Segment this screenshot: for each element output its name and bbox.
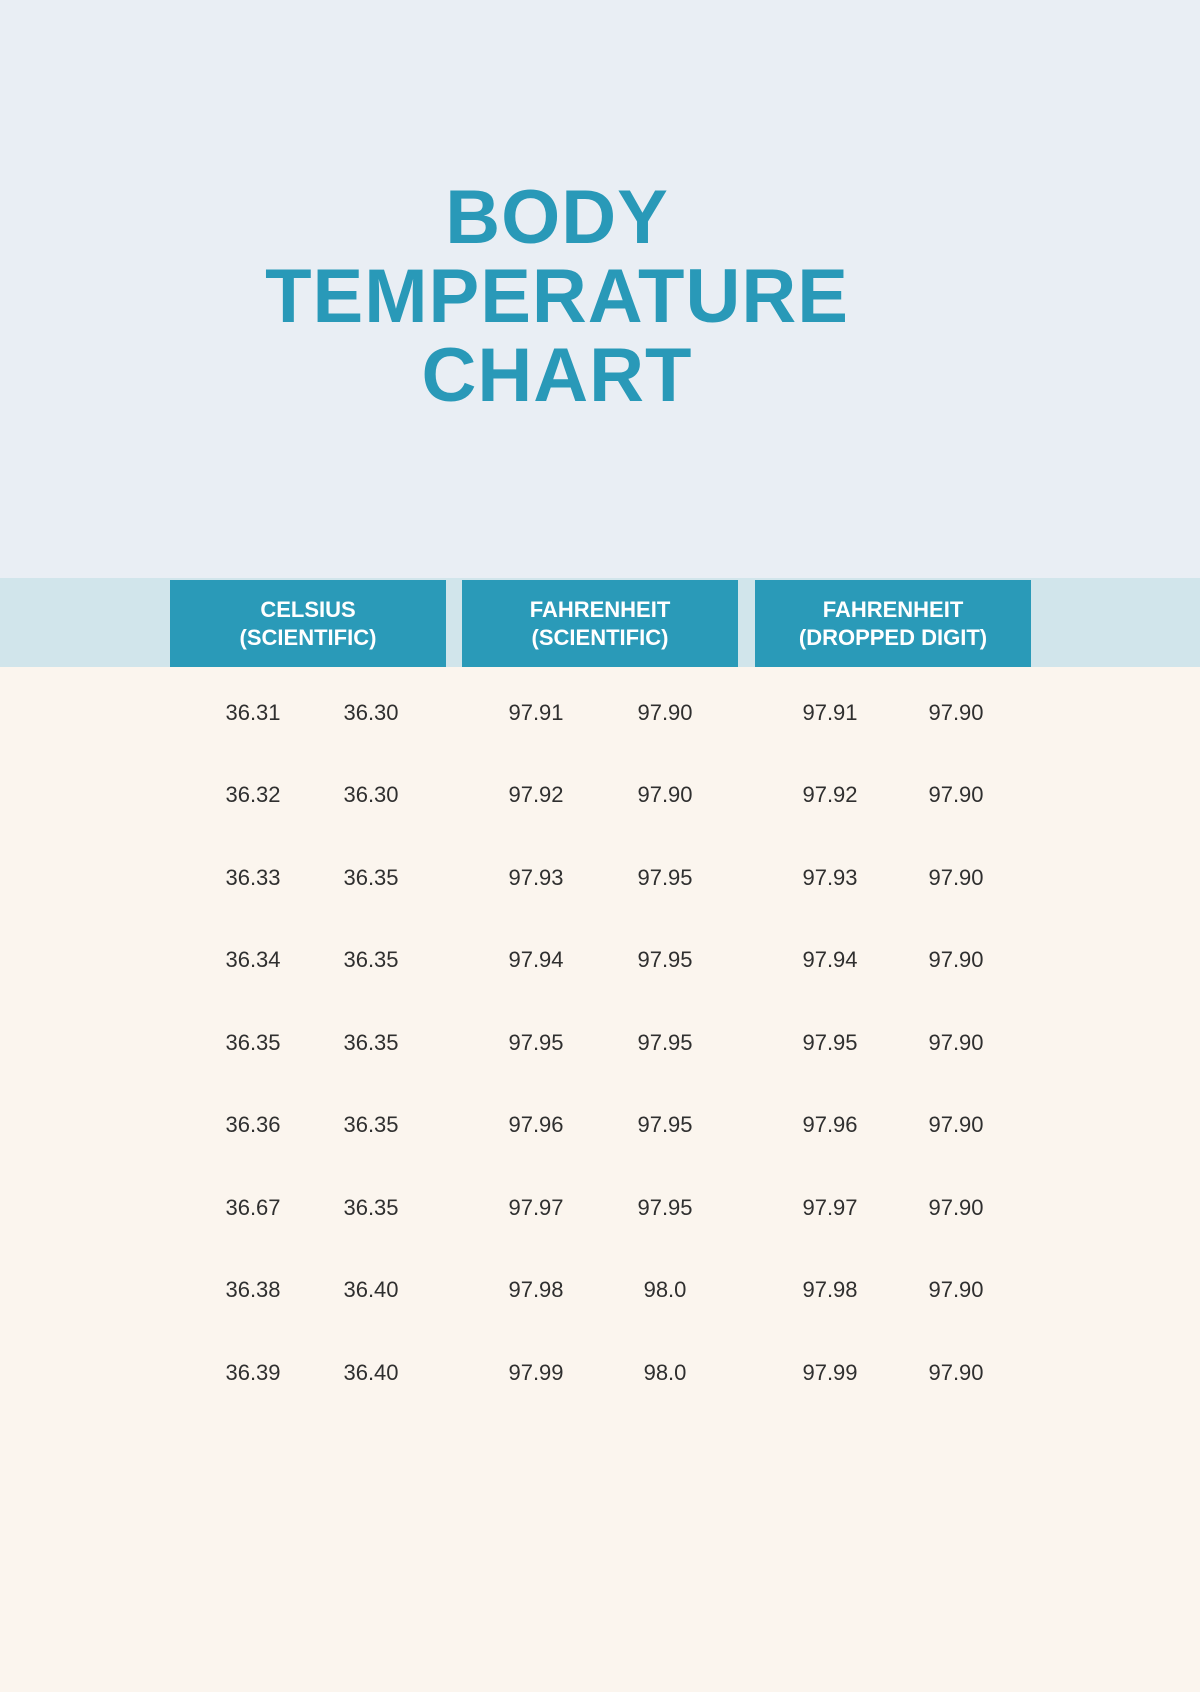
- table-cell: 97.95: [802, 1030, 858, 1055]
- table-cell: 97.95: [637, 1030, 693, 1055]
- table-cell: 36.32: [225, 782, 281, 807]
- table-cell: 97.95: [637, 865, 693, 890]
- table-cell: 97.96: [802, 1112, 858, 1137]
- table-cell: 36.38: [225, 1277, 281, 1302]
- table-cell: 97.95: [637, 1112, 693, 1137]
- table-row: 36.38 36.40 97.98 98.0 97.98 97.90: [0, 1249, 1200, 1331]
- column-header-label-line2: (SCIENTIFIC): [239, 624, 377, 650]
- table-cell: 97.98: [508, 1277, 564, 1302]
- table-cell: 97.93: [508, 865, 564, 890]
- table-cell: 97.90: [928, 947, 984, 972]
- table-cell: 36.35: [343, 1030, 399, 1055]
- table-cell: 97.91: [802, 700, 858, 725]
- table-row: 36.35 36.35 97.95 97.95 97.95 97.90: [0, 1002, 1200, 1084]
- column-header-label-line2: (DROPPED DIGIT): [798, 624, 988, 650]
- table-cell: 97.98: [802, 1277, 858, 1302]
- table-cell: 36.33: [225, 865, 281, 890]
- table-cell: 97.90: [637, 782, 693, 807]
- table-cell: 97.95: [637, 947, 693, 972]
- table-row: 36.32 36.30 97.92 97.90 97.92 97.90: [0, 754, 1200, 836]
- table-cell: 97.90: [637, 700, 693, 725]
- table-cell: 36.35: [343, 865, 399, 890]
- table-cell: 97.95: [508, 1030, 564, 1055]
- table-cell: 97.90: [928, 1277, 984, 1302]
- table-cell: 97.94: [508, 947, 564, 972]
- table-cell: 36.30: [343, 700, 399, 725]
- table-cell: 36.40: [343, 1277, 399, 1302]
- table-cell: 36.39: [225, 1360, 281, 1385]
- column-header-label-line1: CELSIUS: [260, 596, 356, 622]
- table-cell: 97.90: [928, 782, 984, 807]
- table-cell: 36.35: [343, 1195, 399, 1220]
- column-header-label-line1: FAHRENHEIT: [822, 596, 964, 622]
- table-cell: 97.90: [928, 700, 984, 725]
- table-cell: 97.92: [802, 782, 858, 807]
- table-cell: 97.91: [508, 700, 564, 725]
- table-cell: 97.97: [802, 1195, 858, 1220]
- table-row: 36.33 36.35 97.93 97.95 97.93 97.90: [0, 837, 1200, 919]
- table-cell: 97.93: [802, 865, 858, 890]
- table-cell: 36.35: [225, 1030, 281, 1055]
- table-cell: 36.40: [343, 1360, 399, 1385]
- column-header-fahrenheit-dropped-digit: FAHRENHEIT (DROPPED DIGIT): [755, 580, 1031, 667]
- table-cell: 36.31: [225, 700, 281, 725]
- page-title-line-3: CHART: [421, 333, 693, 418]
- table-row: 36.67 36.35 97.97 97.95 97.97 97.90: [0, 1167, 1200, 1249]
- page-title-line-2: TEMPERATURE: [265, 254, 849, 339]
- table-cell: 97.94: [802, 947, 858, 972]
- table-cell: 36.30: [343, 782, 399, 807]
- table-row: 36.31 36.30 97.91 97.90 97.91 97.90: [0, 672, 1200, 754]
- page-title-line-1: BODY: [445, 175, 669, 260]
- table-cell: 97.90: [928, 1360, 984, 1385]
- table-cell: 97.90: [928, 865, 984, 890]
- table-cell: 97.99: [802, 1360, 858, 1385]
- table-cell: 36.67: [225, 1195, 281, 1220]
- table-cell: 36.36: [225, 1112, 281, 1137]
- table-cell: 97.90: [928, 1195, 984, 1220]
- table-cell: 97.90: [928, 1030, 984, 1055]
- table-cell: 97.97: [508, 1195, 564, 1220]
- table-cell: 97.90: [928, 1112, 984, 1137]
- column-header-label-line1: FAHRENHEIT: [529, 596, 671, 622]
- table-row: 36.36 36.35 97.96 97.95 97.96 97.90: [0, 1084, 1200, 1166]
- table-cell: 98.0: [643, 1277, 687, 1302]
- column-header-label-line2: (SCIENTIFIC): [531, 624, 669, 650]
- column-header-fahrenheit-scientific: FAHRENHEIT (SCIENTIFIC): [462, 580, 738, 667]
- table-row: 36.39 36.40 97.99 98.0 97.99 97.90: [0, 1332, 1200, 1414]
- table-cell: 97.92: [508, 782, 564, 807]
- table-cell: 36.35: [343, 947, 399, 972]
- table-cell: 97.99: [508, 1360, 564, 1385]
- table-cell: 98.0: [643, 1360, 687, 1385]
- table-cell: 36.34: [225, 947, 281, 972]
- title-section: BODY TEMPERATURE CHART: [0, 0, 1200, 578]
- column-header-celsius-scientific: CELSIUS (SCIENTIFIC): [170, 580, 446, 667]
- table-cell: 97.95: [637, 1195, 693, 1220]
- table-cell: 36.35: [343, 1112, 399, 1137]
- table-row: 36.34 36.35 97.94 97.95 97.94 97.90: [0, 919, 1200, 1001]
- page-title: BODY TEMPERATURE CHART: [0, 178, 1114, 415]
- table-cell: 97.96: [508, 1112, 564, 1137]
